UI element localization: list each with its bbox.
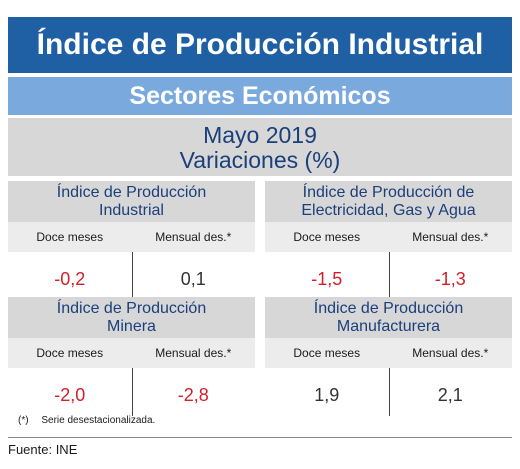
period-label: Mayo 2019 [203, 122, 317, 148]
card-minera: Índice de Producción Minera Doce meses M… [8, 297, 255, 422]
card-title: Índice de Producción de Electricidad, Ga… [265, 181, 512, 222]
card-title-line2: Industrial [99, 202, 164, 219]
col-mensual: Mensual des.* [412, 230, 489, 244]
card-industrial: Índice de Producción Industrial Doce mes… [8, 181, 255, 306]
card-electricidad: Índice de Producción de Electricidad, Ga… [265, 181, 512, 306]
measure-label: Variaciones (%) [179, 147, 341, 173]
footnote-text: Serie desestacionalizada. [41, 415, 156, 426]
value-doce-meses: -1,5 [311, 269, 343, 289]
period-banner: Mayo 2019 Variaciones (%) [8, 118, 512, 176]
col-mensual: Mensual des.* [155, 346, 232, 360]
card-values: -0,2 0,1 [8, 252, 255, 306]
value-mensual: -2,8 [177, 385, 209, 405]
card-title: Índice de Producción Minera [8, 297, 255, 338]
value-mensual: 2,1 [437, 385, 463, 405]
card-manufacturera: Índice de Producción Manufacturera Doce … [265, 297, 512, 422]
card-title-line2: Electricidad, Gas y Agua [301, 202, 476, 219]
card-column-headers: Doce meses Mensual des.* [8, 222, 255, 252]
card-values: -2,0 -2,8 [8, 368, 255, 422]
card-title: Índice de Producción Industrial [8, 181, 255, 222]
source-label: Fuente: INE [8, 442, 78, 457]
main-title: Índice de Producción Industrial [8, 17, 512, 73]
footnote: (*) Serie desestacionalizada. [18, 415, 155, 426]
card-column-headers: Doce meses Mensual des.* [8, 338, 255, 368]
card-column-headers: Doce meses Mensual des.* [265, 222, 512, 252]
card-values: 1,9 2,1 [265, 368, 512, 422]
value-mensual: 0,1 [180, 269, 206, 289]
card-column-headers: Doce meses Mensual des.* [265, 338, 512, 368]
subtitle-banner: Sectores Económicos [8, 77, 512, 115]
divider [131, 252, 133, 300]
value-doce-meses: 1,9 [314, 385, 340, 405]
col-doce-meses: Doce meses [36, 346, 104, 360]
col-mensual: Mensual des.* [155, 230, 232, 244]
card-title-line2: Minera [107, 318, 156, 335]
card-title: Índice de Producción Manufacturera [265, 297, 512, 338]
col-mensual: Mensual des.* [412, 346, 489, 360]
card-title-line1: Índice de Producción [56, 184, 207, 201]
value-doce-meses: -2,0 [54, 385, 86, 405]
divider [131, 368, 133, 416]
col-doce-meses: Doce meses [293, 346, 361, 360]
card-title-line1: Índice de Producción [56, 300, 207, 317]
card-values: -1,5 -1,3 [265, 252, 512, 306]
divider [388, 368, 390, 416]
card-title-line1: Índice de Producción de [302, 184, 475, 201]
value-doce-meses: -0,2 [54, 269, 86, 289]
col-doce-meses: Doce meses [293, 230, 361, 244]
divider [388, 252, 390, 300]
footnote-mark: (*) [18, 415, 29, 426]
card-title-line1: Índice de Producción [313, 300, 464, 317]
col-doce-meses: Doce meses [36, 230, 104, 244]
card-title-line2: Manufacturera [336, 318, 441, 335]
value-mensual: -1,3 [434, 269, 466, 289]
source-divider [8, 437, 512, 438]
